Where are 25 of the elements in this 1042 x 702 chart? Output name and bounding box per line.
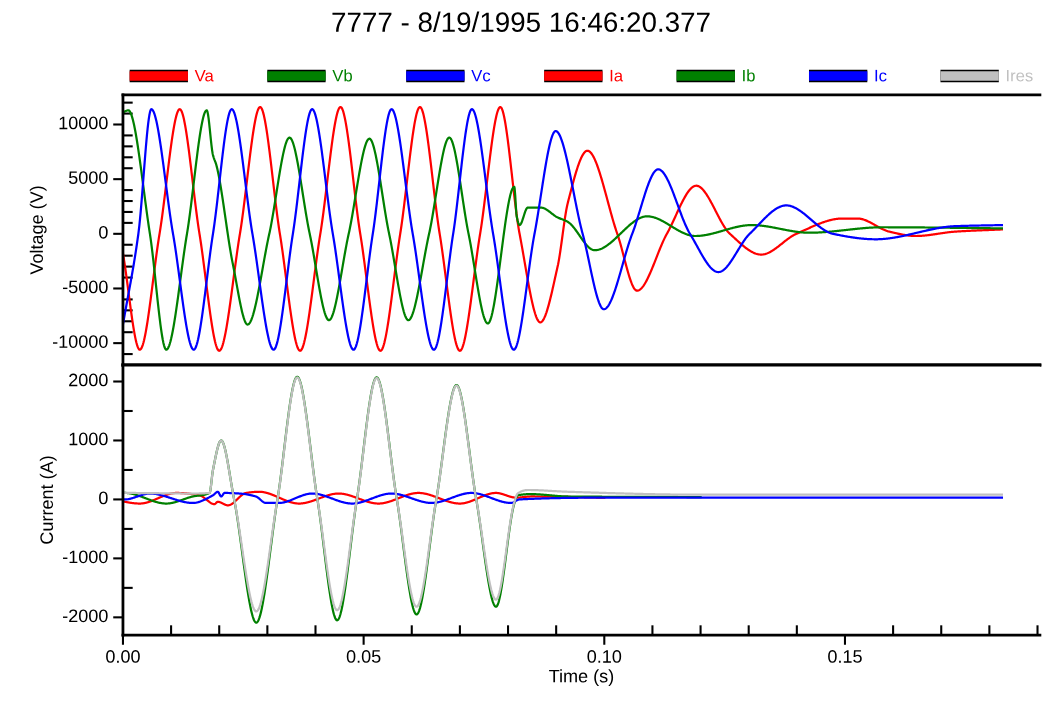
x-axis-title: Time (s)	[549, 669, 614, 687]
y-tick-label: 1000	[69, 432, 108, 446]
y-tick-label: -1000	[63, 550, 108, 564]
text: Ia	[610, 69, 624, 82]
y-tick-label: 5000	[68, 171, 108, 185]
x-tick-label: 0.10	[587, 650, 622, 663]
y-tick-label: -5000	[63, 280, 108, 294]
y-tick-label: 0	[99, 491, 108, 505]
x-tick-label: 0.00	[106, 650, 140, 663]
legend-label: Vc	[471, 69, 491, 82]
y-tick-label: 10000	[59, 116, 108, 130]
legend-label: Va	[194, 69, 214, 82]
legend-label: Vb	[332, 69, 352, 82]
chart-title: 7777 - 8/19/1995 16:46:20.377	[332, 11, 710, 33]
y-tick-label: -10000	[52, 335, 108, 348]
legend-label: Ic	[875, 69, 887, 82]
y-tick-label: 0	[99, 225, 108, 239]
y-tick-label: -2000	[63, 609, 108, 623]
y-axis-title: Voltage (V)	[29, 186, 47, 275]
legend-label: Ires	[1007, 69, 1033, 82]
y-tick-label: 2000	[69, 373, 108, 387]
x-tick-label: 0.15	[828, 650, 862, 663]
y-axis-title: Current (A)	[39, 456, 57, 544]
x-tick-label: 0.05	[346, 650, 381, 663]
legend-label: Ib	[743, 69, 755, 82]
